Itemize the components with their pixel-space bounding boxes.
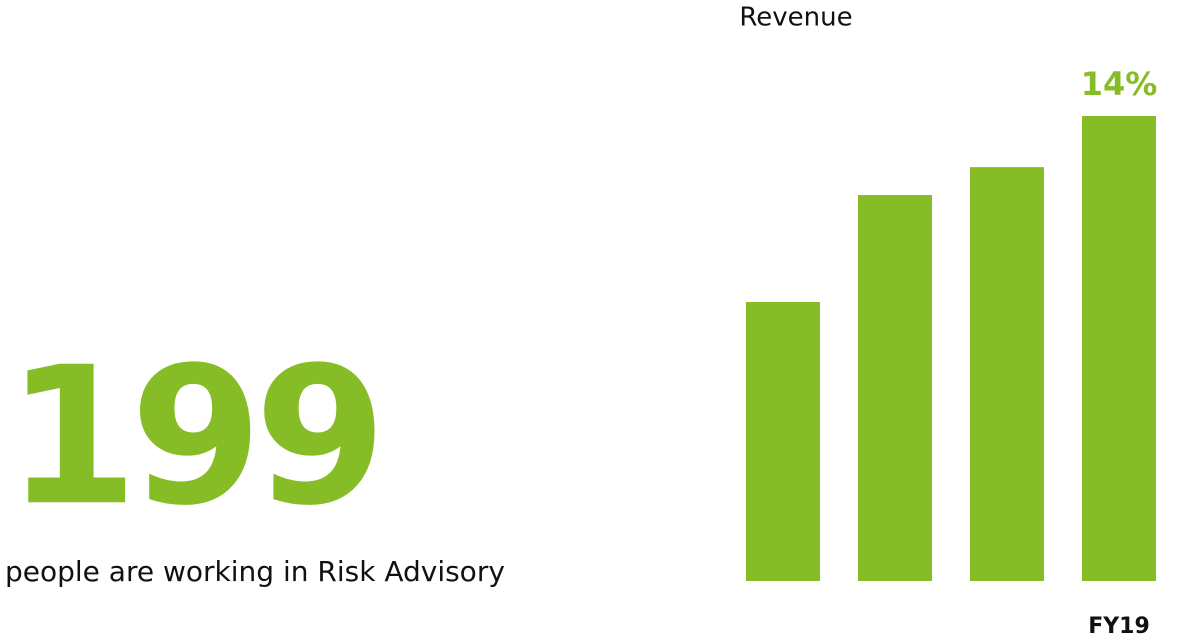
bar xyxy=(970,167,1044,581)
stat-caption: people are working in Risk Advisory xyxy=(5,555,505,588)
x-tick-label: FY19 xyxy=(1088,614,1150,639)
bar xyxy=(858,195,932,582)
bar xyxy=(746,302,820,581)
stat-number: 199 xyxy=(6,326,379,547)
annotation: 14% xyxy=(1081,65,1158,103)
bar xyxy=(1082,116,1156,581)
chart-title: Revenue xyxy=(739,3,852,33)
